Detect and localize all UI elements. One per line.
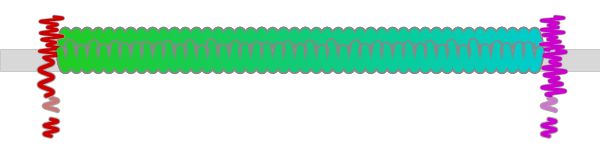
Bar [0,49,600,71]
Text: Membrane: Membrane [248,50,352,69]
